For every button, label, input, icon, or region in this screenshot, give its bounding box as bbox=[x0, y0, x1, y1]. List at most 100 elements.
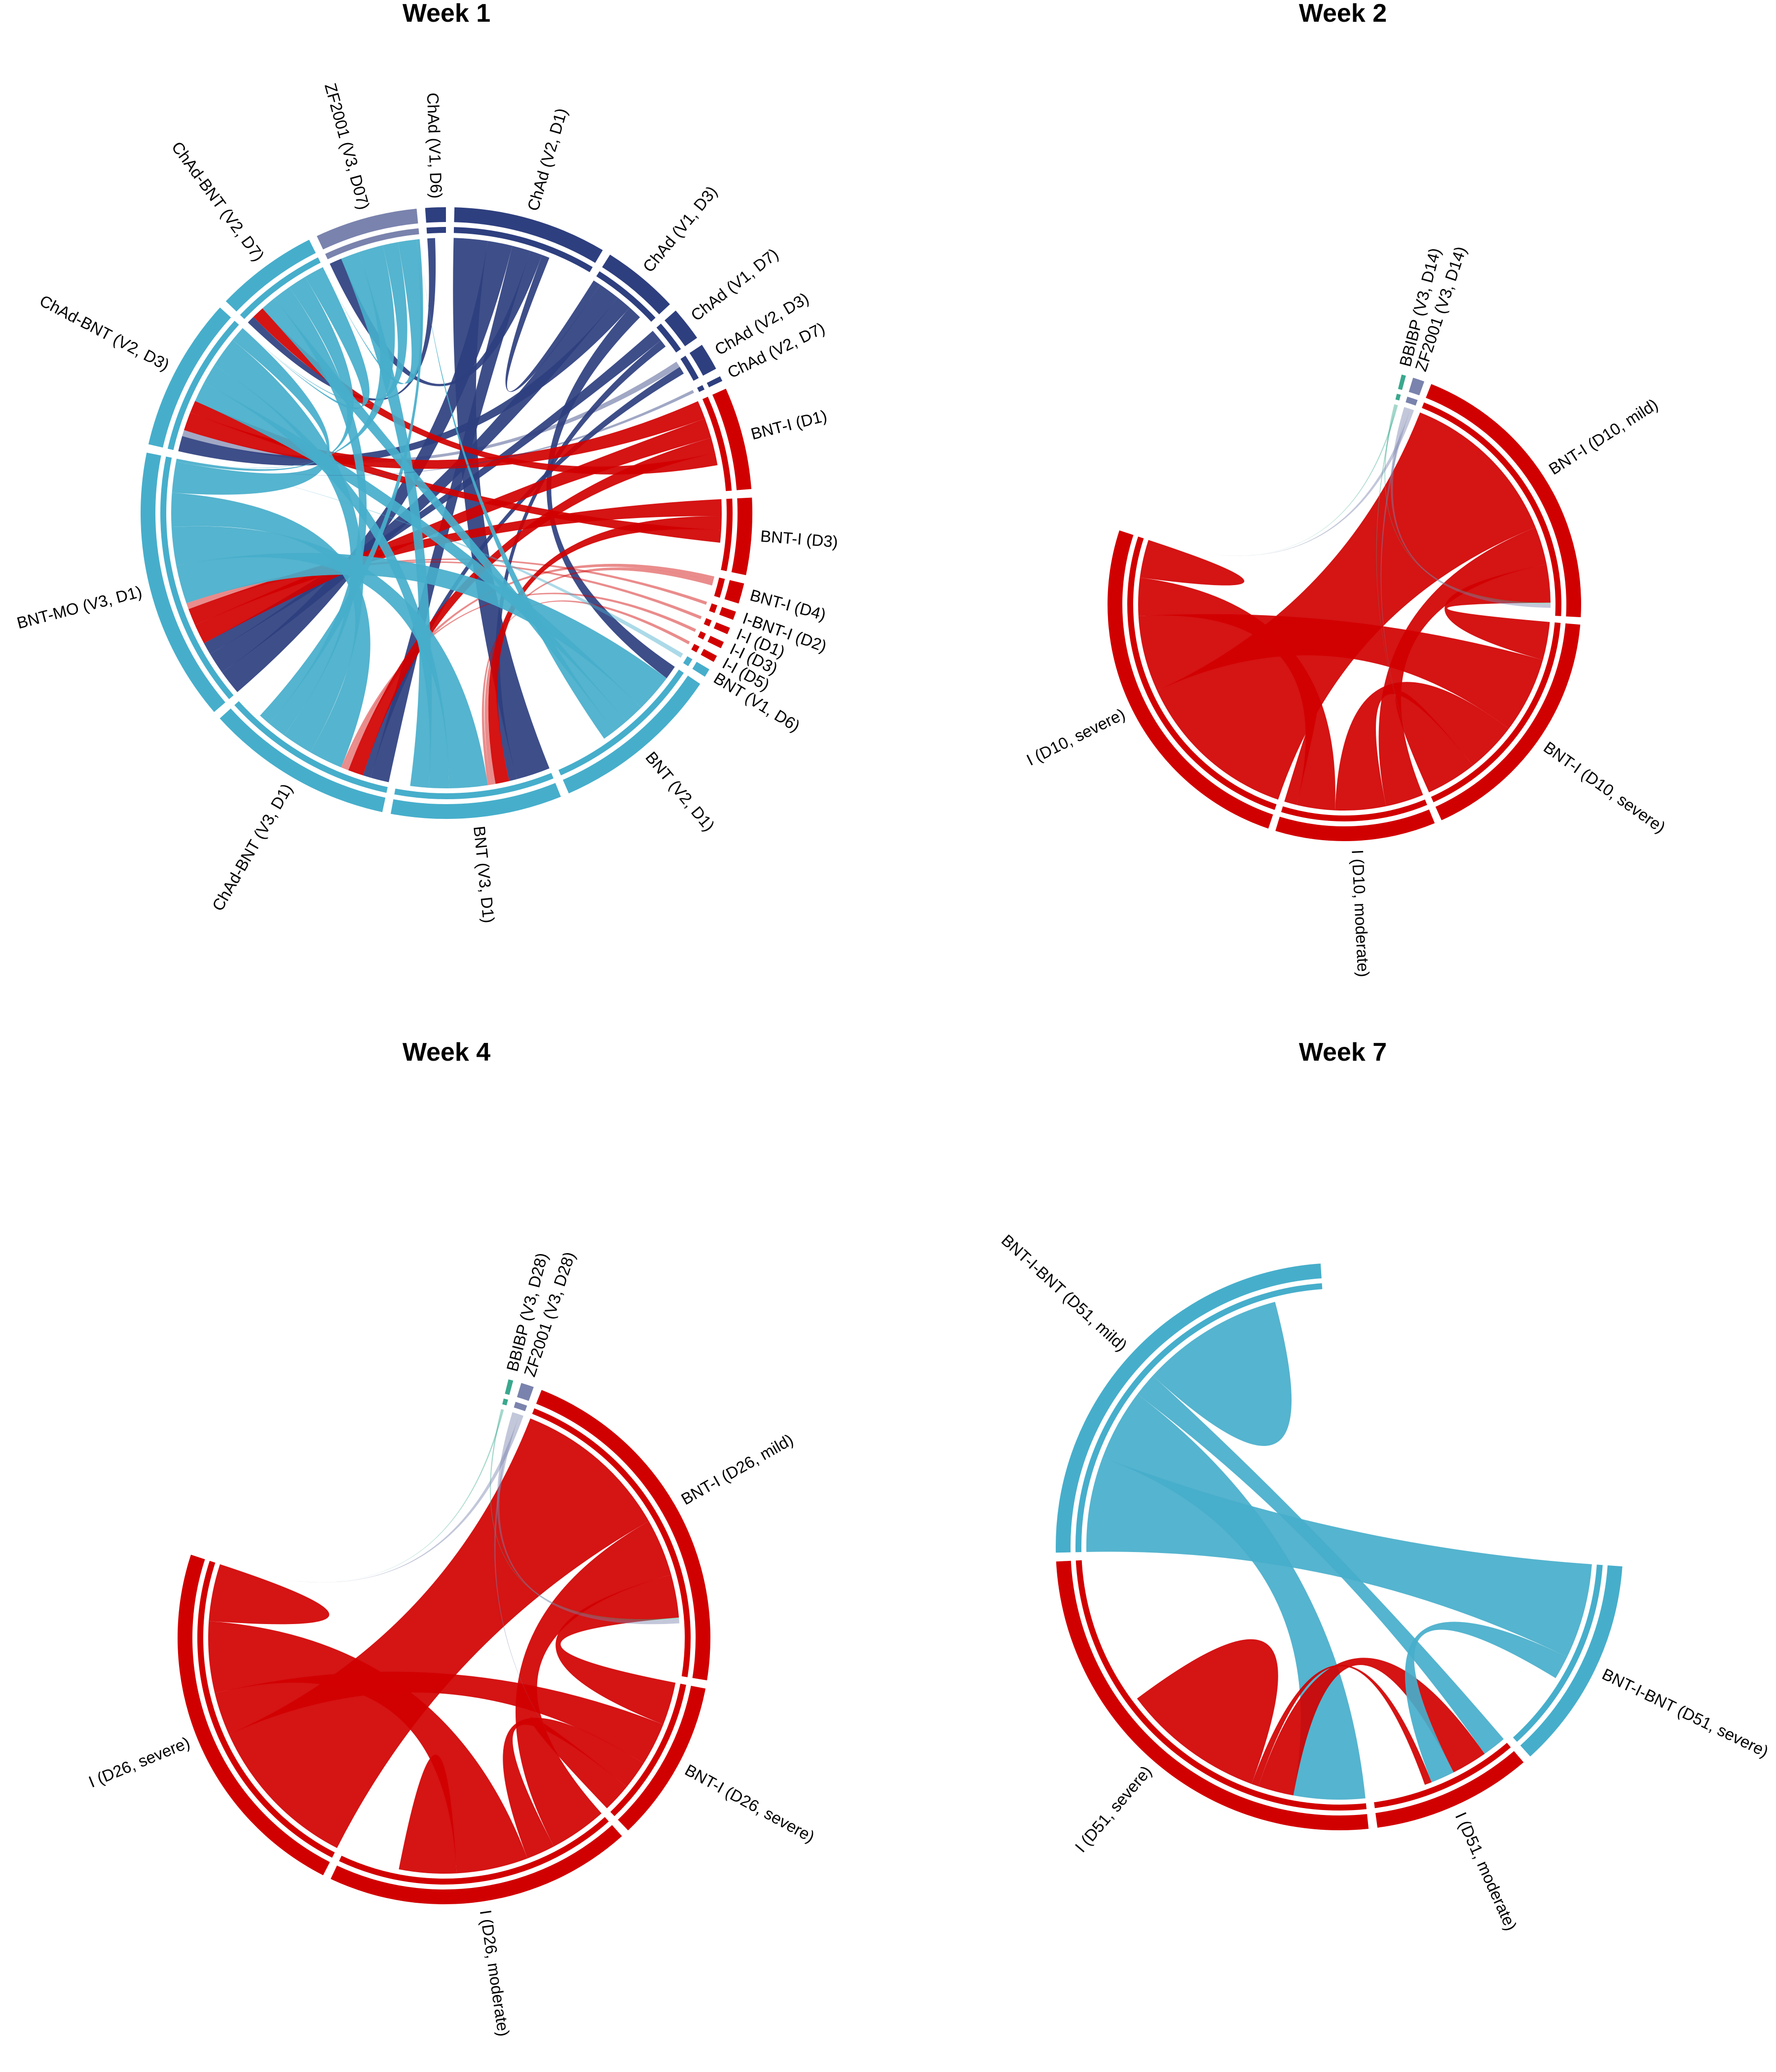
sector-arc bbox=[517, 1383, 534, 1401]
sector-arc bbox=[692, 662, 709, 677]
chord-ribbon bbox=[209, 1564, 330, 1625]
chord-ribbon bbox=[242, 242, 407, 404]
chord-ribbon bbox=[171, 526, 488, 788]
sector-label: BNT-I (D10, mild) bbox=[1546, 395, 1662, 479]
sectors-week-7 bbox=[1056, 1263, 1623, 1830]
sector-label: I (D10, severe) bbox=[1024, 704, 1128, 769]
sector-track bbox=[1422, 402, 1562, 616]
chord-ribbon bbox=[1140, 540, 1245, 586]
sector-track bbox=[240, 257, 321, 319]
sector-arc bbox=[1375, 1751, 1524, 1828]
sector-track bbox=[714, 577, 725, 598]
chord-ribbon bbox=[1378, 527, 1547, 807]
chord-ribbon bbox=[1086, 1457, 1592, 1657]
sector-track bbox=[558, 669, 684, 776]
chord-ribbon bbox=[1284, 703, 1318, 805]
chord-ribbon bbox=[242, 267, 370, 409]
sector-track bbox=[703, 618, 712, 627]
sector-label: BNT-I (D1) bbox=[749, 407, 829, 444]
sectors-week-1 bbox=[141, 207, 752, 819]
sector-arc bbox=[505, 1379, 514, 1395]
sector-track bbox=[394, 773, 554, 799]
sector-label: I (D26, moderate) bbox=[477, 1909, 513, 2037]
chord-ribbon bbox=[208, 1621, 528, 1874]
sector-arc bbox=[1056, 1263, 1322, 1553]
sector-label: BNT-I-BNT (D51, mild) bbox=[998, 1231, 1131, 1355]
chord-ribbon bbox=[323, 239, 423, 384]
sector-track bbox=[702, 397, 732, 491]
sector-track bbox=[532, 1408, 691, 1677]
sectors-week-4 bbox=[178, 1379, 710, 1904]
sector-arc bbox=[719, 607, 736, 620]
sector-arc bbox=[317, 208, 418, 250]
sector-label: BNT-I (D10, severe) bbox=[1540, 738, 1669, 837]
sector-arc bbox=[178, 1554, 330, 1876]
chord-ribbon bbox=[188, 499, 722, 625]
chord-ribbon bbox=[1138, 614, 1543, 729]
panel-title-week-4: Week 4 bbox=[403, 1038, 490, 1067]
chord-ribbon bbox=[546, 307, 675, 678]
ribbons-week-1 bbox=[171, 238, 722, 788]
chord-ribbon bbox=[1152, 1301, 1292, 1446]
sector-track bbox=[453, 227, 593, 272]
sector-arc bbox=[707, 635, 724, 649]
chord-ribbon bbox=[195, 418, 711, 643]
chord-ribbon bbox=[215, 1671, 664, 1764]
sector-arc bbox=[425, 207, 446, 223]
chord-ribbon bbox=[204, 365, 449, 788]
sector-label: ChAd (V1, D6) bbox=[424, 92, 446, 199]
sector-track bbox=[698, 631, 706, 640]
sector-track bbox=[160, 456, 234, 700]
chord-ribbon bbox=[222, 241, 513, 692]
sector-track bbox=[1374, 1742, 1511, 1809]
panel-week-1: Week 1 ChAd (V1, D6) ChAd (V2, D1) ChAd (V… bbox=[15, 0, 839, 924]
sector-arc bbox=[1408, 377, 1425, 396]
chord-ribbon bbox=[1444, 564, 1551, 660]
sector-arc bbox=[701, 649, 717, 662]
sector-arc bbox=[706, 376, 723, 388]
sector-label: I (D10, moderate) bbox=[1348, 849, 1372, 977]
sector-arc bbox=[454, 207, 603, 263]
sector-arc bbox=[562, 675, 701, 794]
chord-ribbon bbox=[177, 245, 395, 468]
chord-ribbon bbox=[269, 287, 367, 736]
chord-ribbon bbox=[1102, 1394, 1366, 1800]
chord-ribbon bbox=[178, 297, 630, 466]
sector-track bbox=[1406, 396, 1418, 406]
sector-label: I (D51, severe) bbox=[1072, 1762, 1155, 1856]
sector-arc bbox=[689, 345, 716, 376]
sector-arc bbox=[1108, 530, 1273, 829]
panel-title-week-2: Week 2 bbox=[1299, 0, 1387, 28]
sector-arc bbox=[141, 452, 225, 712]
sector-arc bbox=[1275, 809, 1435, 842]
sector-track bbox=[1281, 799, 1427, 821]
sector-arc bbox=[713, 622, 730, 634]
sector-track bbox=[721, 498, 733, 571]
sector-arc bbox=[1520, 1565, 1623, 1757]
panel-week-2: Week 2 BBIBP (V3, D14)ZF2001 (V3, D14)BN… bbox=[1024, 0, 1669, 977]
chord-ribbon bbox=[530, 1717, 627, 1809]
sector-label: ChAd-BNT (V2, D7) bbox=[168, 138, 268, 264]
sector-label: BNT (V2, D1) bbox=[642, 748, 718, 834]
chord-ribbon bbox=[399, 1754, 457, 1874]
sector-arc bbox=[536, 1390, 710, 1681]
ribbons-week-7 bbox=[1086, 1301, 1592, 1800]
chord-ribbon bbox=[172, 328, 330, 495]
sector-track bbox=[656, 323, 681, 353]
sector-label: ChAd-BNT (V2, D3) bbox=[37, 292, 173, 374]
sector-track bbox=[325, 228, 419, 259]
chord-ribbon bbox=[176, 553, 667, 708]
sector-label: BNT-I (D26, mild) bbox=[678, 1430, 796, 1508]
sector-arc bbox=[1435, 623, 1581, 820]
chord-ribbon bbox=[214, 339, 364, 752]
sector-track bbox=[691, 644, 700, 653]
sector-arc bbox=[390, 783, 561, 819]
sector-label: ZF2001 (V3, D07) bbox=[321, 81, 373, 212]
sector-arc bbox=[148, 307, 231, 448]
sector-label: I (D26, severe) bbox=[86, 1733, 192, 1791]
sector-arc bbox=[712, 388, 752, 490]
sector-label: ChAd (V2, D1) bbox=[524, 106, 571, 213]
chord-ribbon bbox=[1251, 1665, 1432, 1786]
panel-title-week-1: Week 1 bbox=[403, 0, 490, 28]
